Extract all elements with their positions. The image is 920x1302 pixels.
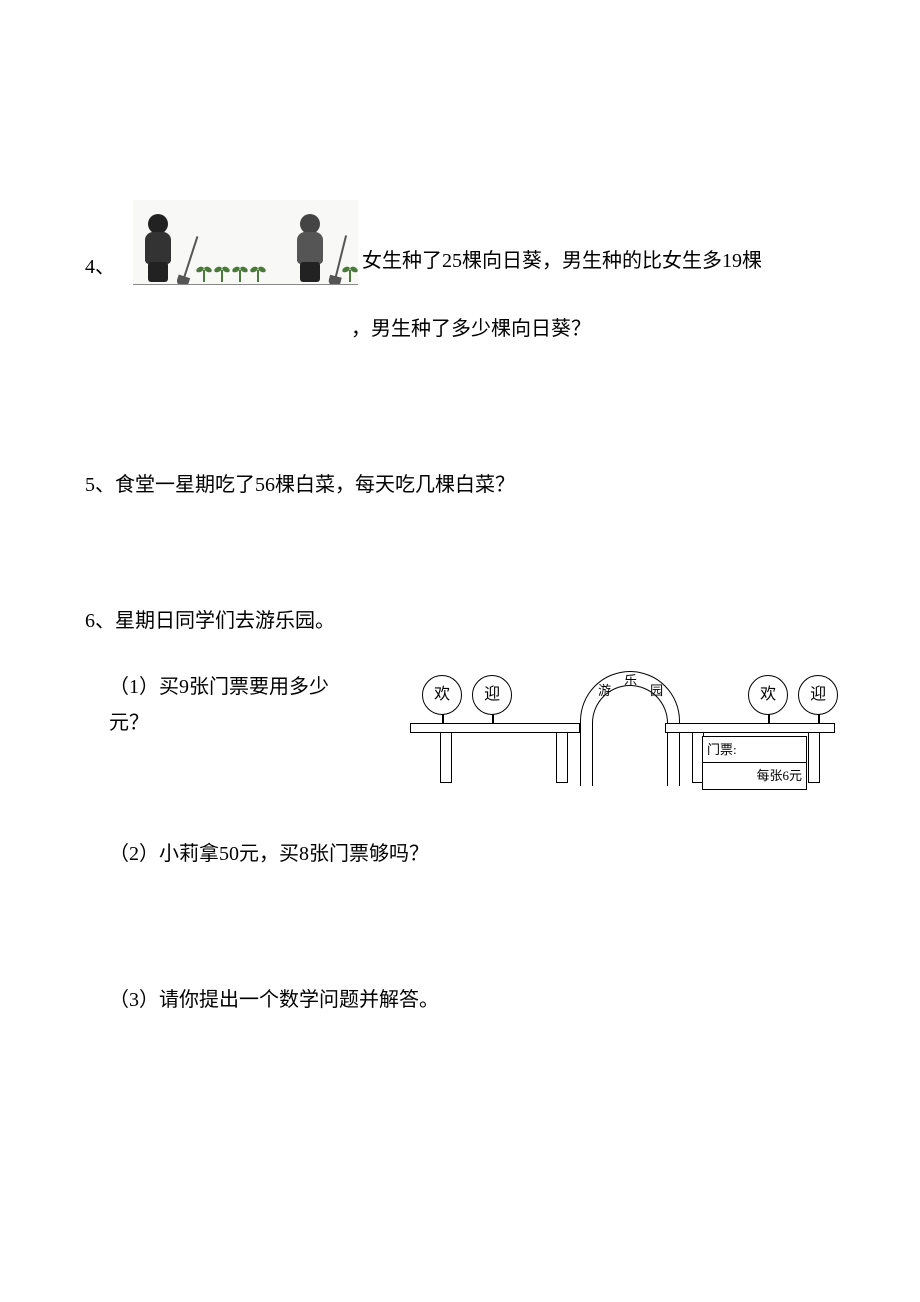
question-4-number: 4、 [85, 243, 115, 285]
balloon-4: 迎 [798, 675, 838, 715]
question-4-text-line-2: ，男生种了多少棵向日葵？ [351, 311, 835, 347]
shovel-icon [333, 235, 347, 284]
planting-illustration [133, 200, 358, 285]
arch-label-1: 游 [598, 679, 611, 702]
pillar-4 [808, 733, 820, 783]
rail-right [665, 723, 835, 733]
question-5: 5、食堂一星期吃了56棵白菜，每天吃几棵白菜？ [85, 467, 835, 503]
balloon-1-label: 欢 [434, 681, 450, 710]
pillar-2 [556, 733, 568, 783]
balloon-3-label: 欢 [760, 681, 776, 710]
question-6-part-1: （1）买9张门票要用多少元？ [85, 651, 360, 741]
ticket-sign-line-2: 每张6元 [703, 763, 806, 788]
balloon-2: 迎 [472, 675, 512, 715]
arch: 游 乐 园 [580, 651, 680, 783]
balloon-1: 欢 [422, 675, 462, 715]
question-5-text: 5、食堂一星期吃了56棵白菜，每天吃几棵白菜？ [85, 474, 515, 496]
question-4: 4、 女生种了25棵向日葵，男 [85, 200, 835, 347]
ticket-sign: 门票: 每张6元 [702, 736, 807, 790]
sprout-icon [349, 270, 351, 282]
planting-scene [133, 200, 358, 285]
balloon-3: 欢 [748, 675, 788, 715]
question-6-part-1-row: （1）买9张门票要用多少元？ 游 乐 园 欢 迎 欢 迎 [85, 651, 835, 786]
arch-label-3: 园 [650, 679, 663, 702]
sprout-icon [239, 270, 241, 282]
balloon-2-label: 迎 [484, 681, 500, 710]
boy-figure [291, 214, 329, 282]
sprout-icon [257, 270, 259, 282]
question-4-row: 4、 女生种了25棵向日葵，男 [85, 200, 835, 285]
balloon-4-label: 迎 [810, 681, 826, 710]
gate: 游 乐 园 欢 迎 欢 迎 门票: 每张6元 [410, 651, 835, 786]
question-6-title: 6、星期日同学们去游乐园。 [85, 603, 835, 639]
arch-label-2: 乐 [624, 669, 637, 692]
sprout-icon [203, 270, 205, 282]
rail-left [410, 723, 580, 733]
question-4-text-line-1: 女生种了25棵向日葵，男生种的比女生多19棵 [362, 243, 762, 279]
girl-figure [139, 214, 177, 282]
pillar-1 [440, 733, 452, 783]
page-content: 4、 女生种了25棵向日葵，男 [0, 0, 920, 1018]
question-6-part-3: （3）请你提出一个数学问题并解答。 [85, 982, 835, 1018]
shovel-icon [181, 236, 198, 284]
amusement-park-diagram: 游 乐 园 欢 迎 欢 迎 门票: 每张6元 [410, 651, 835, 786]
ticket-sign-line-1: 门票: [703, 737, 806, 763]
question-6-part-2: （2）小莉拿50元，买8张门票够吗？ [85, 836, 835, 872]
question-6: 6、星期日同学们去游乐园。 （1）买9张门票要用多少元？ 游 乐 园 欢 迎 [85, 603, 835, 1018]
sprout-icon [221, 270, 223, 282]
